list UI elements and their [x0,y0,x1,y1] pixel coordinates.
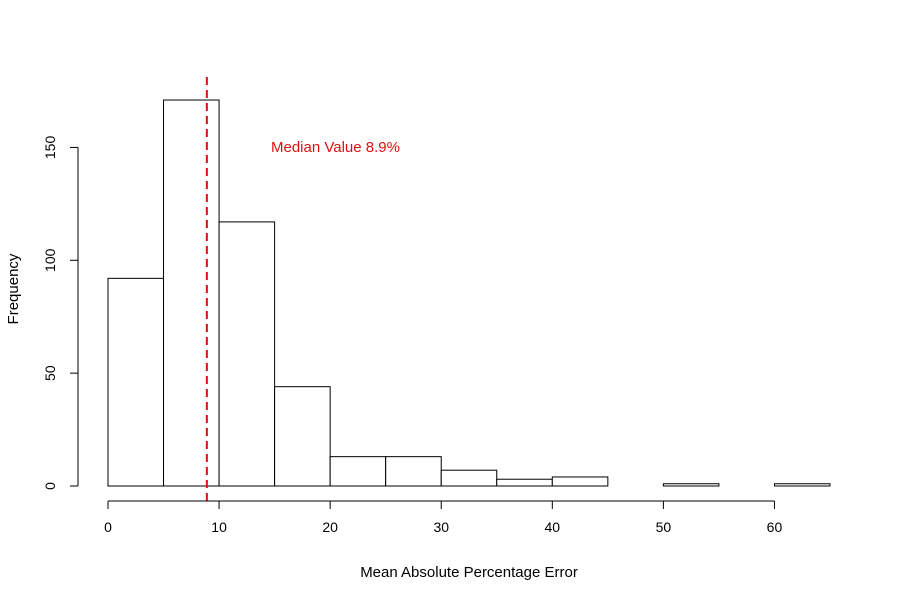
histogram-bar [662,483,720,487]
histogram-bar [107,277,165,487]
histogram-bar [385,456,442,487]
histogram-bar [496,478,553,487]
histogram-bar [551,476,609,487]
x-tick-label: 30 [433,519,449,535]
y-tick-label: 100 [42,248,58,272]
histogram-bar [329,456,387,487]
y-tick-label: 0 [42,482,58,490]
x-axis: 0 10 20 30 40 50 60 [104,500,783,535]
histogram-bars [107,99,831,487]
x-tick-label: 10 [211,519,227,535]
x-axis-title: Mean Absolute Percentage Error [360,564,578,581]
histogram-bar [773,483,831,487]
y-axis-title: Frequency [5,253,22,324]
x-tick-label: 0 [104,519,112,535]
histogram-bar [163,99,220,487]
x-tick-label: 60 [767,519,783,535]
y-tick-label: 50 [42,365,58,381]
x-tick-label: 20 [322,519,338,535]
histogram-bar [274,386,331,487]
histogram-bar [218,221,276,487]
x-tick-label: 50 [656,519,672,535]
histogram-bar [440,469,498,487]
median-annotation: Median Value 8.9% [271,139,400,156]
x-tick-label: 40 [545,519,561,535]
y-tick-label: 150 [42,136,58,160]
y-axis: 0 50 100 150 [42,136,79,490]
